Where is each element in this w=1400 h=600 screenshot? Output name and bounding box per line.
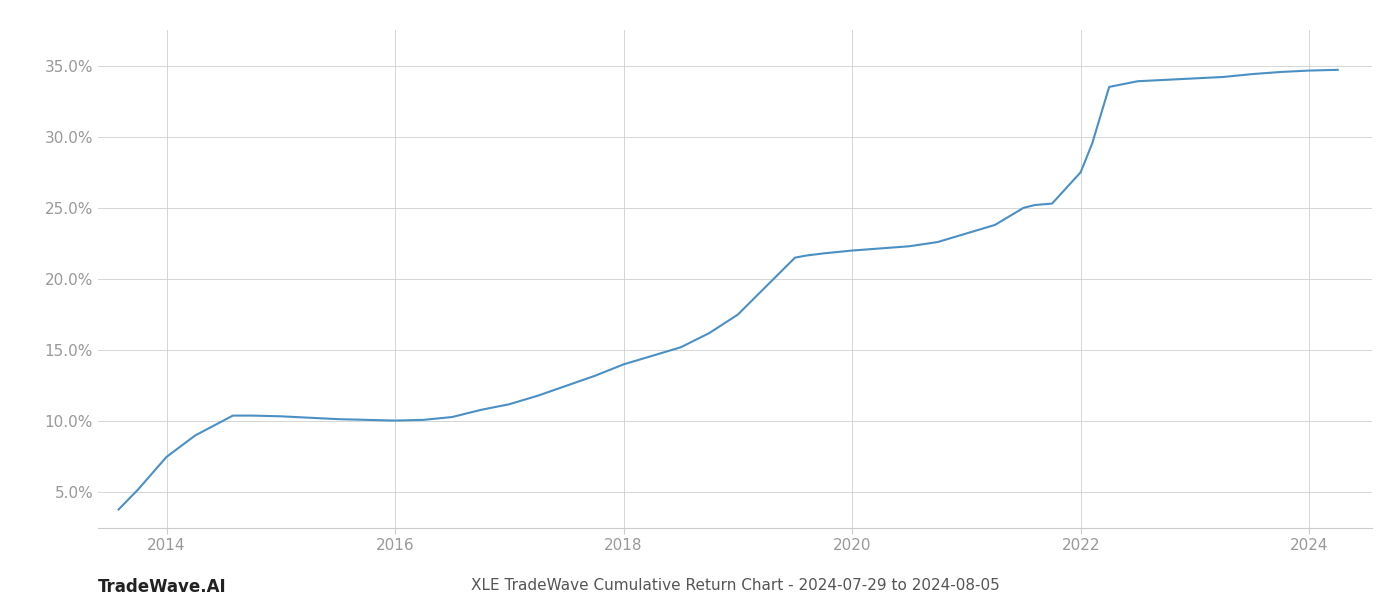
Text: TradeWave.AI: TradeWave.AI <box>98 578 227 596</box>
Text: XLE TradeWave Cumulative Return Chart - 2024-07-29 to 2024-08-05: XLE TradeWave Cumulative Return Chart - … <box>470 578 1000 593</box>
